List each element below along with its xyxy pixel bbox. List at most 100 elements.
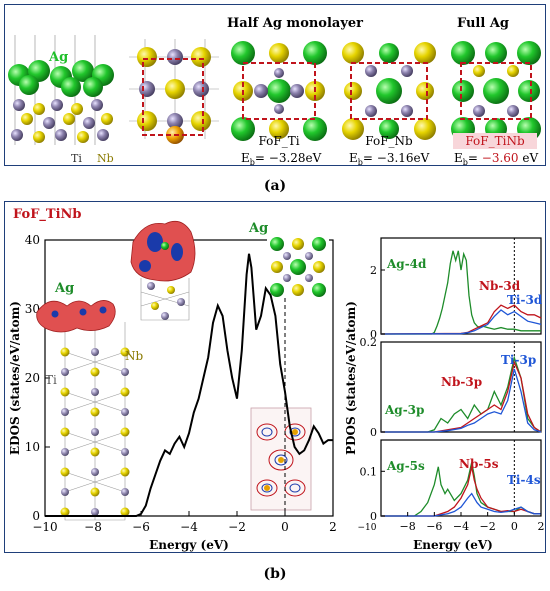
pdos-ytick-label: 0 <box>370 510 377 523</box>
header-half-monolayer: Half Ag monolayer <box>227 16 363 31</box>
header-full-ag: Full Ag <box>457 16 509 31</box>
pdos-curve-nb-5s <box>381 466 541 517</box>
slab-atom-nb <box>60 387 70 397</box>
slab-atom-nb <box>120 387 130 397</box>
pdos-ytick-label: 0.2 <box>360 336 378 349</box>
pdos-xtick-label: 0 <box>511 520 518 533</box>
slab-atom-ti <box>121 448 129 456</box>
binding-energy-fof-ti: Eb= −3.28eV <box>241 151 322 167</box>
pdos-xtick-label: −10 <box>358 523 377 533</box>
edos-ytick-label: 30 <box>25 302 40 316</box>
pdos-xtick-label: −8 <box>400 520 416 533</box>
pdos-label: Nb-5s <box>459 457 499 471</box>
pdos-label: Ag-5s <box>386 459 425 473</box>
edos-xtick-label: −8 <box>84 520 102 534</box>
edos-ytick-label: 40 <box>25 233 40 247</box>
slab-atom-nb <box>90 487 100 497</box>
pdos-label: Ag-4d <box>386 257 427 271</box>
slab-atom-nb <box>120 427 130 437</box>
pdos-xtick-label: −6 <box>426 520 442 533</box>
edos-xtick-label: −4 <box>180 520 198 534</box>
slab-atom-ti <box>91 508 99 516</box>
pdos-label: Ti-4s <box>507 473 541 487</box>
slab-atom-ti <box>121 368 129 376</box>
inset-label-nb: Nb <box>125 349 144 363</box>
inset-charge-density-top <box>130 220 196 321</box>
edos-xtick-label: 2 <box>329 520 337 534</box>
pdos-plots: Ag-4dNb-3dTi-3d02Ti-3pNb-3pAg-3p00.2Ag-5… <box>358 237 545 533</box>
edos-xtick-label: 0 <box>281 520 289 534</box>
binding-energy-fof-nb: Eb= −3.16eV <box>349 151 430 167</box>
slab-atom-ti <box>61 408 69 416</box>
structure-fof-ti-image <box>231 41 327 141</box>
structure-fof-tinb-image <box>451 41 541 141</box>
slab-atom-ti <box>61 448 69 456</box>
side-label-ag: Ag <box>48 50 68 65</box>
edos-xtick-label: −6 <box>132 520 150 534</box>
pdos-label: Nb-3p <box>441 375 482 389</box>
pdos-frame <box>380 341 542 433</box>
inset-label-ag: Ag <box>54 281 74 296</box>
pdos-curve-ti-3d <box>380 309 542 335</box>
panel-b-title: FoF_TiNb <box>13 207 82 222</box>
pdos-label: Ti-3d <box>507 293 543 307</box>
slab-atom-nb <box>120 507 130 517</box>
slab-atom-nb <box>90 447 100 457</box>
slab-atom-nb <box>120 347 130 357</box>
slab-atom-ti <box>91 388 99 396</box>
structure-name-fof-ti: FoF_Ti <box>258 134 299 148</box>
pdos-curve-ti-3p <box>381 368 542 433</box>
pdos-curve-ag-4d <box>381 250 541 335</box>
panel-b: FoF_TiNb −10 −8 −6 −4 −2 0 2 0 10 20 30 40 Energy (… <box>4 201 546 553</box>
pdos-ylabel: PDOS (states/eV/atom) <box>344 301 358 455</box>
inset-contour-plot <box>250 407 312 511</box>
slab-atom-nb <box>90 367 100 377</box>
panel-a: Half Ag monolayer Full Ag <box>4 4 546 167</box>
charge-density-surface <box>36 300 116 333</box>
slab-atom-ti <box>61 488 69 496</box>
side-label-nb: Nb <box>97 152 114 165</box>
pdos-label: Ag-3p <box>384 403 424 417</box>
inset-label-ag-top: Ag <box>248 221 268 236</box>
top-view-substrate <box>129 39 219 144</box>
edos-ytick-label: 10 <box>25 440 40 454</box>
slab-atom-nb <box>90 407 100 417</box>
inset-ag-top-structure: Ag <box>248 221 329 300</box>
structure-fof-nb-image <box>341 42 437 140</box>
inset-ag-slab-structure: Ag Ti Nb <box>36 281 144 521</box>
pdos-xlabel: Energy (eV) <box>413 538 493 552</box>
pdos-xtick-label: −2 <box>480 520 496 533</box>
caption-a: (a) <box>263 178 287 194</box>
side-view-structure: Ag Ti Nb <box>8 35 115 165</box>
pdos-xtick-label: 2 <box>538 520 545 533</box>
slab-atom-ti <box>121 488 129 496</box>
slab-atom-nb <box>60 507 70 517</box>
pdos-label: Nb-3d <box>479 279 521 293</box>
pdos-ytick-label: 0 <box>370 328 377 341</box>
slab-atom-ti <box>91 468 99 476</box>
pdos-ytick-label: 0 <box>370 426 377 439</box>
edos-ylabel: EDOS (states/eV/atom) <box>8 301 22 455</box>
slab-atom-nb <box>120 467 130 477</box>
caption-b: (b) <box>263 566 287 582</box>
slab-atom-ti <box>121 408 129 416</box>
slab-atom-ti <box>91 348 99 356</box>
slab-atom-nb <box>60 427 70 437</box>
pdos-label: Ti-3p <box>501 353 536 367</box>
slab-atom-ti <box>91 428 99 436</box>
edos-xlabel: Energy (eV) <box>149 538 229 552</box>
pdos-ytick-label: 0.1 <box>360 465 378 478</box>
inset-label-ti: Ti <box>45 373 57 387</box>
edos-xtick-label: −2 <box>228 520 246 534</box>
structure-name-fof-nb: FoF_Nb <box>365 134 413 148</box>
side-label-ti: Ti <box>71 152 82 165</box>
pdos-ytick-label: 2 <box>370 264 377 277</box>
slab-atom-nb <box>60 467 70 477</box>
pdos-xtick-label: −4 <box>453 520 469 533</box>
pdos-curve-nb-3p <box>381 360 542 433</box>
slab-atom-nb <box>60 347 70 357</box>
edos-ytick-label: 20 <box>25 371 40 385</box>
panel-a-svg: Half Ag monolayer Full Ag <box>8 16 541 167</box>
